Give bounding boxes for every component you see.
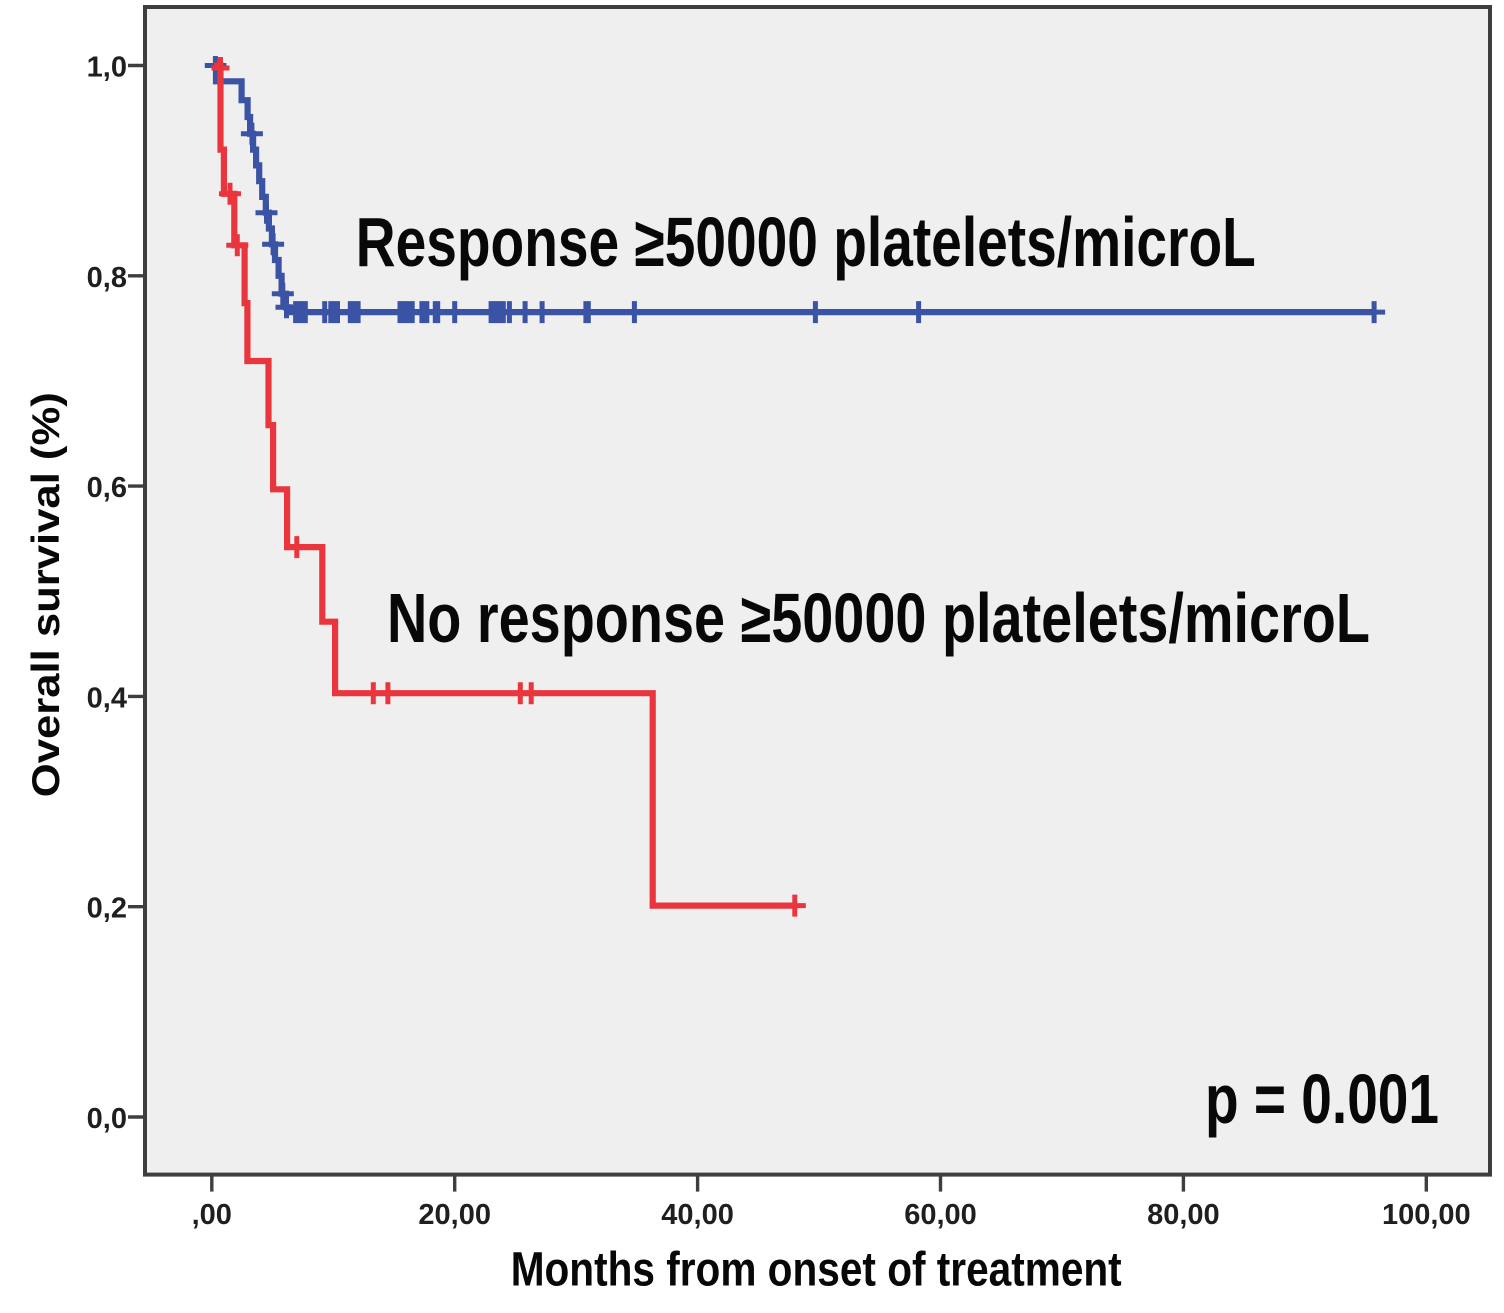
svg-text:0,2: 0,2 (87, 893, 127, 925)
svg-text:Overall survival (%): Overall survival (%) (25, 392, 68, 797)
svg-text:Response ≥50000 platelets/micr: Response ≥50000 platelets/microL (356, 203, 1256, 281)
svg-text:0,0: 0,0 (87, 1103, 127, 1135)
svg-text:No response ≥50000 platelets/m: No response ≥50000 platelets/microL (387, 579, 1370, 657)
svg-text:p = 0.001: p = 0.001 (1205, 1060, 1439, 1138)
svg-text:0,4: 0,4 (87, 682, 127, 714)
svg-text:20,00: 20,00 (418, 1199, 491, 1231)
svg-text:100,00: 100,00 (1382, 1199, 1471, 1231)
svg-text:40,00: 40,00 (661, 1199, 734, 1231)
svg-text:Months from onset of treatment: Months from onset of treatment (511, 1244, 1122, 1297)
svg-text:,00: ,00 (192, 1199, 232, 1231)
svg-text:0,6: 0,6 (87, 472, 127, 504)
svg-text:80,00: 80,00 (1147, 1199, 1220, 1231)
svg-text:1,0: 1,0 (87, 52, 127, 84)
svg-text:60,00: 60,00 (904, 1199, 977, 1231)
svg-text:0,8: 0,8 (87, 262, 127, 294)
